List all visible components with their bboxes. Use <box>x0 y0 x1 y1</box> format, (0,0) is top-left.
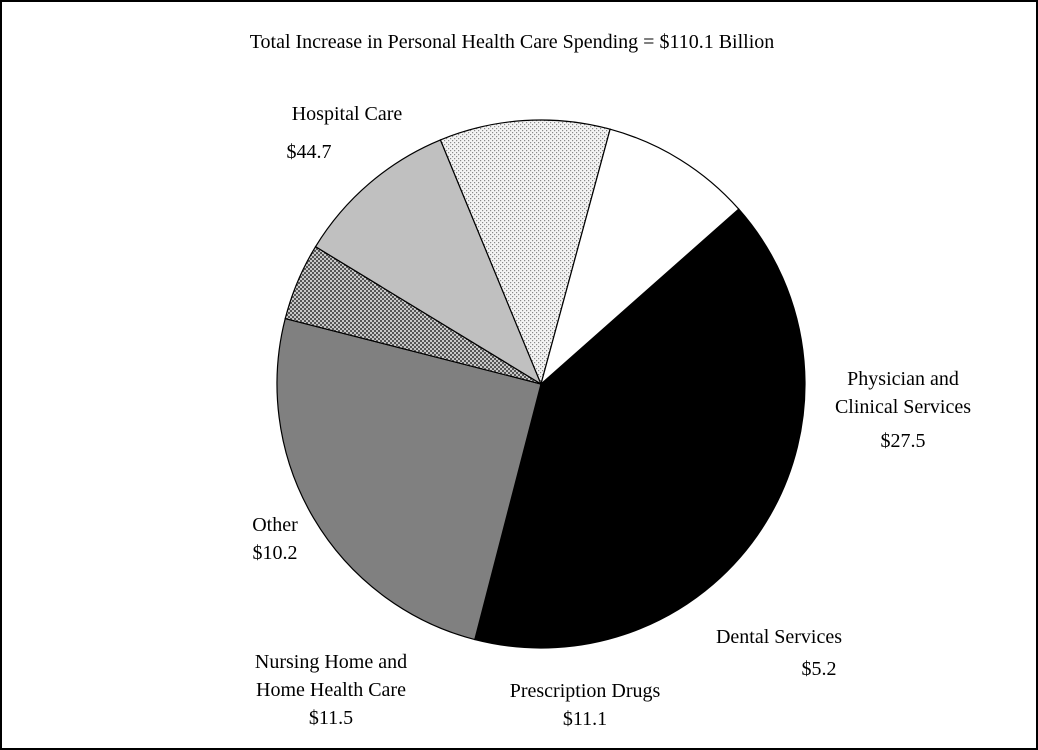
slice-value-hospital-care: $44.7 <box>287 141 332 163</box>
slice-value-physician-and-clinical-services: $27.5 <box>881 430 926 452</box>
slice-value-nursing-home-and-home-health-care: $11.5 <box>309 707 353 729</box>
pie-slice-other <box>539 128 740 386</box>
pie-slice-nursing-home-and-home-health-care <box>439 119 611 386</box>
slice-value-dental-services: $5.2 <box>802 658 837 680</box>
slice-label-dental-services: Dental Services <box>716 626 842 648</box>
slice-label-prescription-drugs: Prescription Drugs <box>510 680 661 702</box>
slice-label-physician-and-clinical-services-line-1: Physician and <box>847 368 959 390</box>
slice-label-nursing-home-and-home-health-care-line-1: Nursing Home and <box>255 651 407 673</box>
slice-labels: Hospital Care $44.7 Physician and Clinical … <box>252 103 971 730</box>
pie-slice-physician-and-clinical-services <box>276 317 542 641</box>
slice-label-other: Other <box>252 514 298 536</box>
slice-label-hospital-care: Hospital Care <box>292 103 403 125</box>
slice-label-physician-and-clinical-services-line-2: Clinical Services <box>835 396 971 418</box>
pie-slices <box>276 119 806 649</box>
slice-value-other: $10.2 <box>253 542 298 564</box>
slice-value-prescription-drugs: $11.1 <box>563 708 607 730</box>
chart-title: Total Increase in Personal Health Care S… <box>250 31 775 53</box>
pie-slice-prescription-drugs <box>314 139 543 386</box>
slice-label-nursing-home-and-home-health-care-line-2: Home Health Care <box>256 679 406 701</box>
pie-slice-hospital-care <box>474 208 806 649</box>
